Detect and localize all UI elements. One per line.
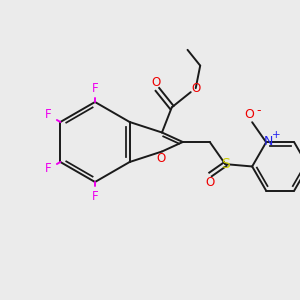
Text: O: O [205, 176, 214, 189]
Text: O: O [244, 108, 254, 121]
Text: -: - [256, 104, 260, 117]
Text: +: + [272, 130, 280, 140]
Text: F: F [45, 109, 52, 122]
Text: S: S [221, 157, 230, 171]
Text: F: F [92, 190, 98, 202]
Text: F: F [45, 163, 52, 176]
Text: O: O [191, 82, 200, 94]
Text: O: O [156, 152, 166, 165]
Text: O: O [152, 76, 161, 89]
Text: N: N [263, 135, 273, 148]
Text: F: F [92, 82, 98, 94]
